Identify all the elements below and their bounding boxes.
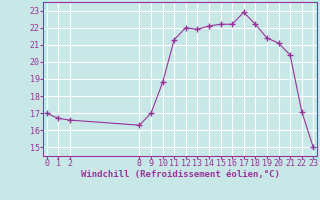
X-axis label: Windchill (Refroidissement éolien,°C): Windchill (Refroidissement éolien,°C) <box>81 170 279 179</box>
